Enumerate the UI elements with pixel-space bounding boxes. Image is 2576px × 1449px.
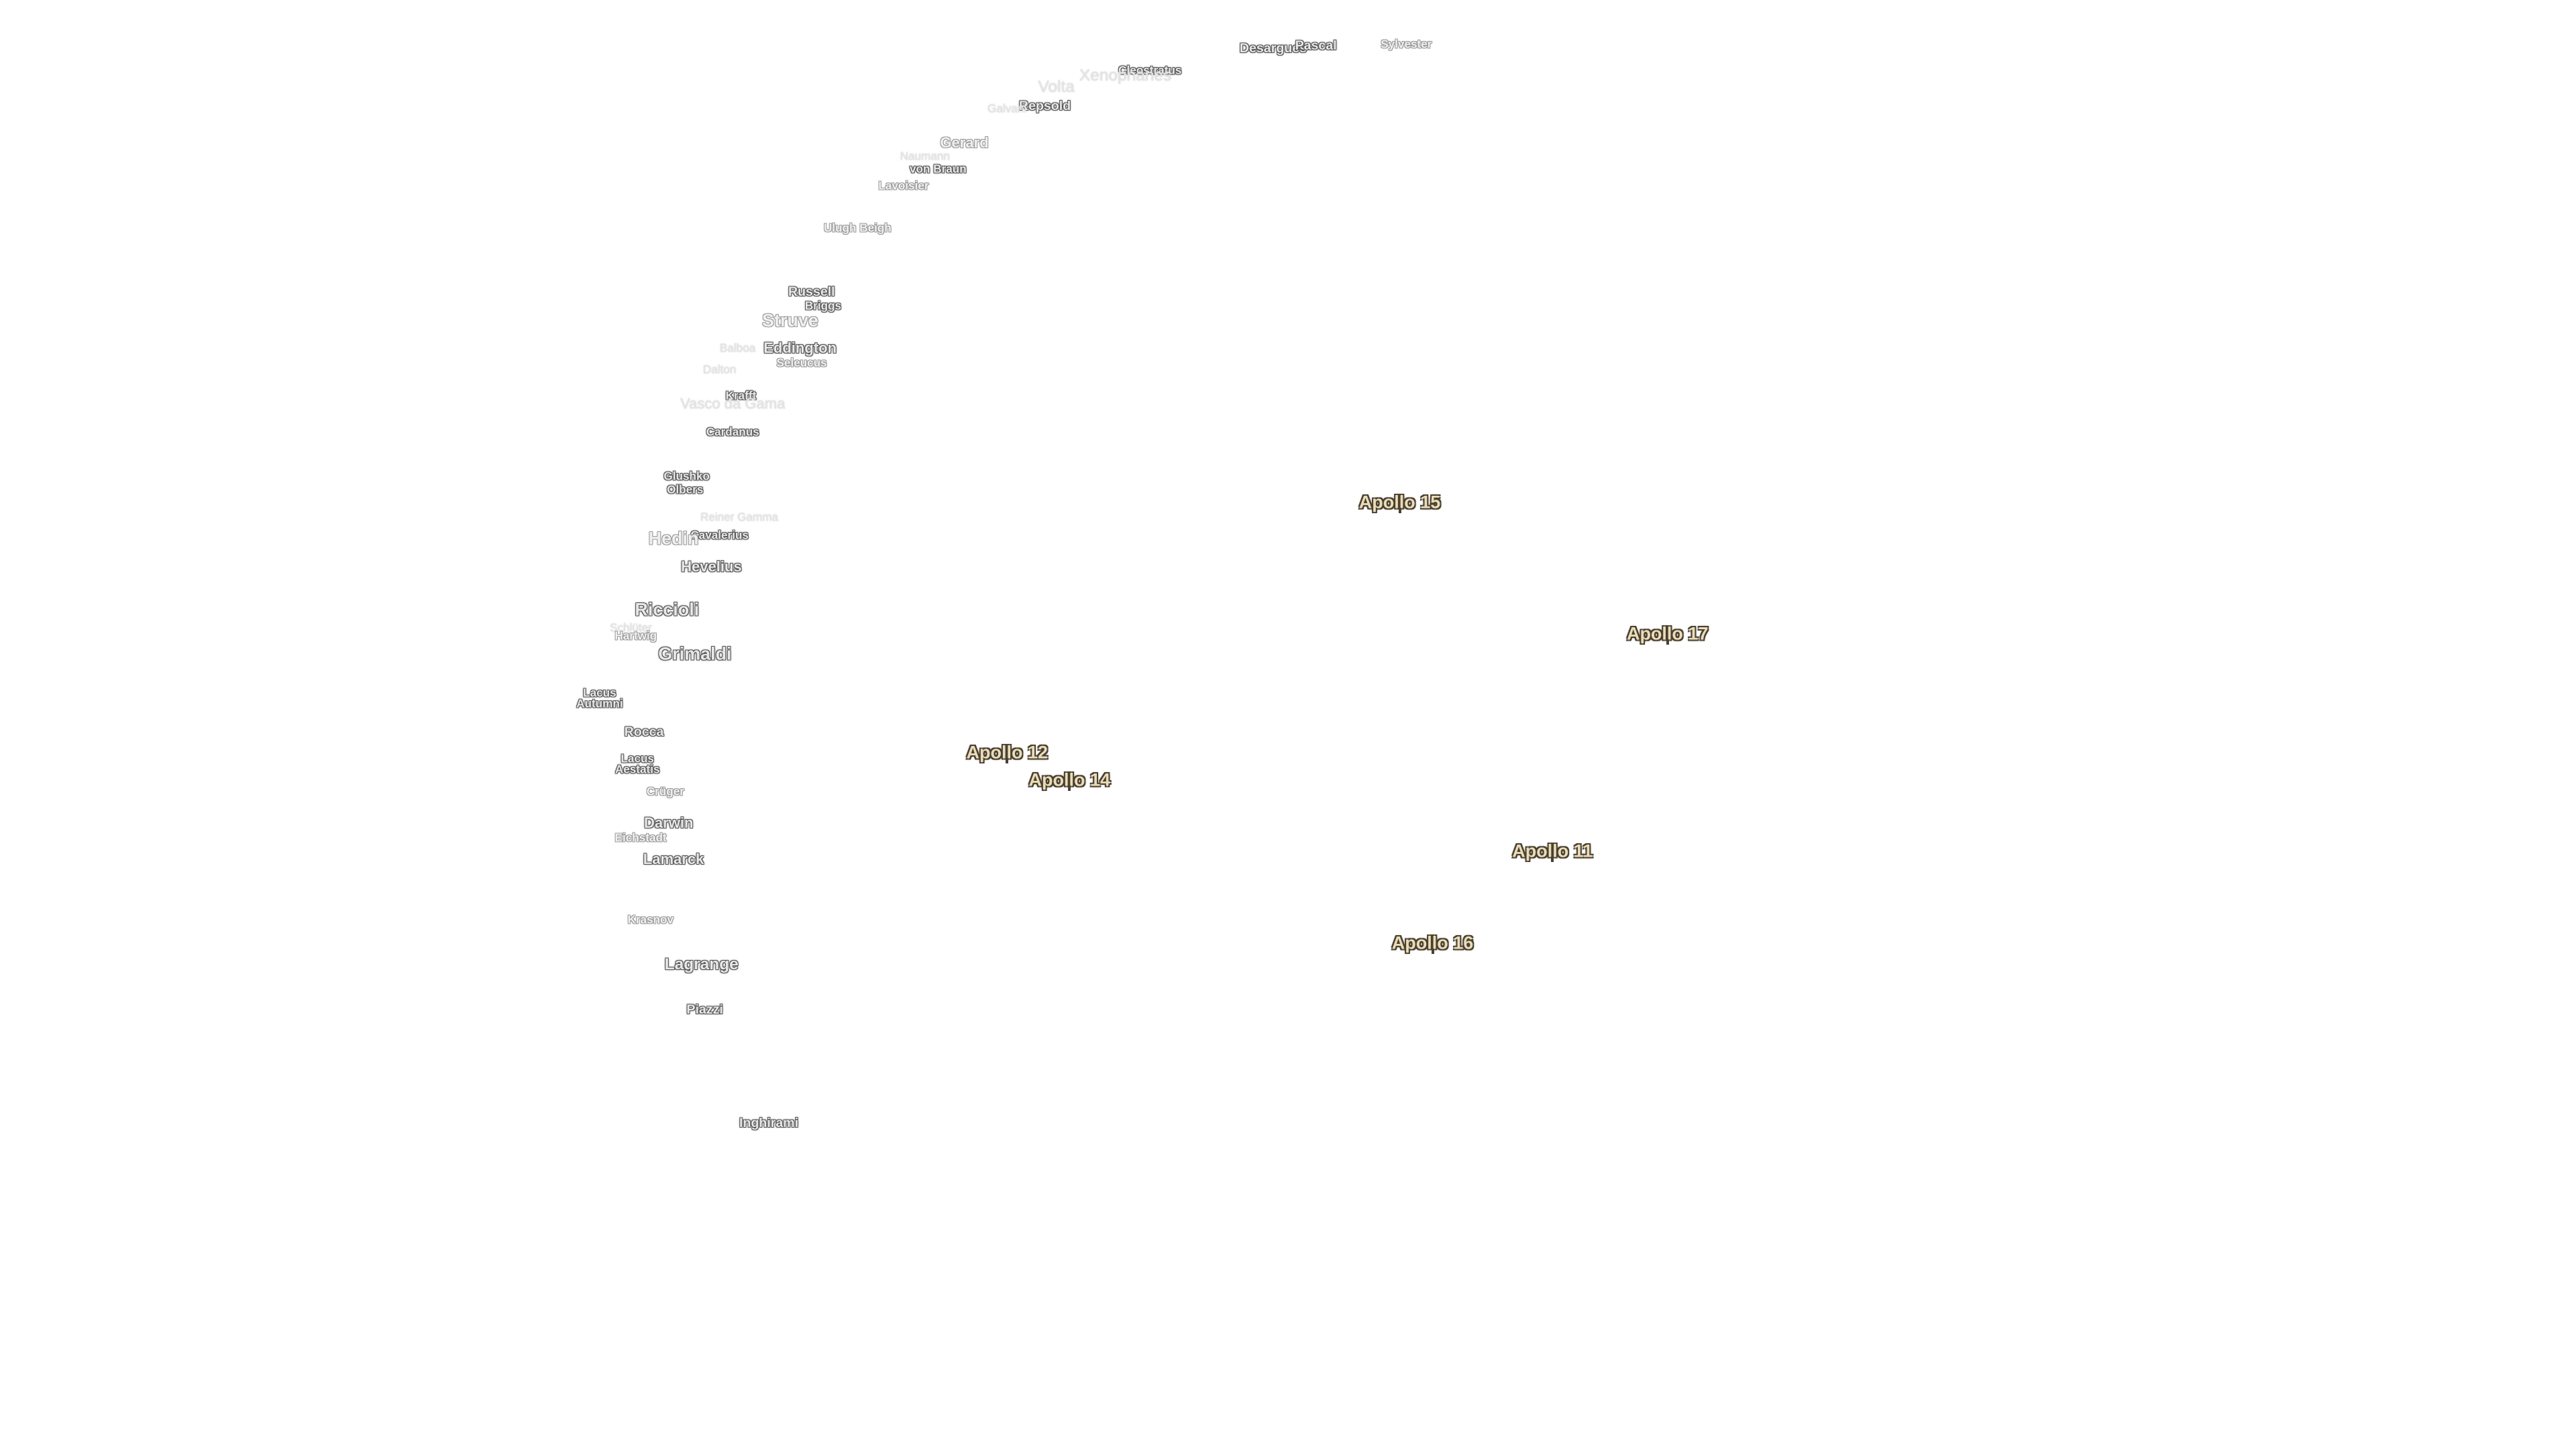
crater-label: Grimaldi [658, 643, 732, 664]
crater-label: Hevelius [681, 557, 742, 575]
crater-label: Lagrange [664, 955, 739, 973]
crater-label: Reiner Gamma [700, 510, 779, 524]
crater-label: Crüger [646, 784, 684, 798]
crater-label: Riccioli [635, 599, 700, 620]
crater-label: Darwin [644, 814, 694, 831]
crater-label: Krafft [725, 388, 757, 402]
crater-label: Schlüter [609, 620, 652, 634]
crater-label: Eichstadt [614, 830, 667, 845]
crater-label: Krasnov [627, 912, 674, 926]
crater-label: Galvani [987, 101, 1027, 115]
crater-label: Vasco da Gama [680, 395, 786, 413]
crater-label: Lacus Autumni [576, 686, 623, 710]
crater-label: Gerard [940, 134, 989, 152]
crater-label: Desargues [1239, 41, 1307, 56]
crater-label: Cardanus [706, 425, 759, 439]
crater-label: Russell [788, 284, 835, 300]
crater-label: Balboa [719, 341, 756, 355]
landing-site-marker [1666, 639, 1669, 645]
landing-site-marker [1398, 508, 1401, 514]
crater-label: Olbers [667, 482, 704, 496]
crater-label: Glushko [663, 469, 710, 483]
crater-label: Sylvester [1381, 37, 1432, 51]
crater-label: Ulugh Beigh [823, 221, 892, 235]
crater-label: Rocca [624, 724, 664, 740]
crater-label: Hedin [648, 528, 699, 549]
crater-label: Eddington [763, 339, 837, 357]
crater-label: Naumann [900, 149, 950, 163]
crater-label: Briggs [804, 298, 842, 312]
landing-site-marker [1551, 856, 1554, 862]
landing-site-marker [1431, 948, 1434, 954]
crater-label: Cleostratus [1118, 63, 1182, 77]
landing-site-marker [1006, 757, 1009, 763]
crater-label: Hartwig [614, 629, 657, 643]
crater-label: Pascal [1295, 38, 1337, 53]
crater-label: Volta [1038, 77, 1075, 96]
crater-label: Struve [762, 310, 818, 331]
crater-label: Lavoisier [878, 178, 929, 193]
crater-label: Lamarck [643, 850, 704, 867]
crater-label: von Braun [910, 162, 967, 176]
crater-label: Repsold [1018, 99, 1071, 114]
crater-label: Piazzi [686, 1002, 723, 1018]
landing-site-marker [1068, 786, 1071, 792]
crater-label: Xenophanes [1079, 66, 1172, 85]
crater-label: Inghirami [739, 1116, 799, 1131]
crater-label: Cavalerius [690, 528, 749, 542]
crater-label: Lacus Aestatis [614, 751, 660, 776]
crater-label: Dalton [702, 362, 737, 376]
crater-label: Seleucus [776, 356, 827, 370]
